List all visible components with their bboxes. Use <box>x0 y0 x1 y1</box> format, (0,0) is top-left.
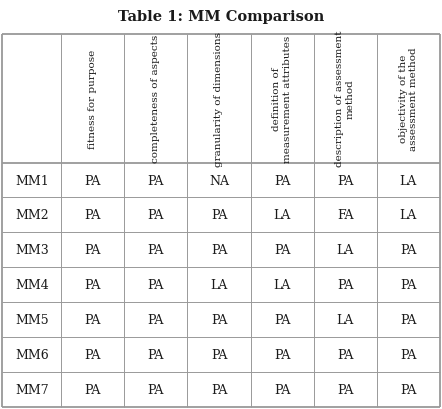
Text: PA: PA <box>211 244 227 257</box>
Text: PA: PA <box>84 279 101 292</box>
Text: LA: LA <box>400 209 417 222</box>
Text: PA: PA <box>84 209 101 222</box>
Text: MM3: MM3 <box>15 244 49 257</box>
Text: Table 1: MM Comparison: Table 1: MM Comparison <box>118 10 324 24</box>
Text: PA: PA <box>84 348 101 361</box>
Text: fitness for purpose: fitness for purpose <box>88 49 97 148</box>
Text: PA: PA <box>148 313 164 326</box>
Text: PA: PA <box>84 174 101 187</box>
Text: PA: PA <box>337 174 353 187</box>
Text: FA: FA <box>337 209 354 222</box>
Text: MM7: MM7 <box>15 383 49 396</box>
Text: granularity of dimensions: granularity of dimensions <box>214 31 224 166</box>
Text: PA: PA <box>400 244 416 257</box>
Text: PA: PA <box>400 313 416 326</box>
Text: MM5: MM5 <box>15 313 49 326</box>
Text: PA: PA <box>148 174 164 187</box>
Text: MM4: MM4 <box>15 279 49 292</box>
Text: MM2: MM2 <box>15 209 49 222</box>
Text: LA: LA <box>336 313 354 326</box>
Text: LA: LA <box>210 279 228 292</box>
Text: PA: PA <box>148 209 164 222</box>
Text: objectivity of the
assessment method: objectivity of the assessment method <box>399 47 418 151</box>
Text: completeness of aspects: completeness of aspects <box>152 35 160 163</box>
Text: LA: LA <box>274 209 291 222</box>
Text: PA: PA <box>400 279 416 292</box>
Text: PA: PA <box>148 244 164 257</box>
Text: PA: PA <box>148 279 164 292</box>
Text: PA: PA <box>400 348 416 361</box>
Text: PA: PA <box>84 244 101 257</box>
Text: MM1: MM1 <box>15 174 49 187</box>
Text: PA: PA <box>274 383 290 396</box>
Text: MM6: MM6 <box>15 348 49 361</box>
Text: LA: LA <box>274 279 291 292</box>
Text: PA: PA <box>211 348 227 361</box>
Text: PA: PA <box>400 383 416 396</box>
Text: PA: PA <box>337 279 353 292</box>
Text: PA: PA <box>211 209 227 222</box>
Text: definition of
measurement attributes: definition of measurement attributes <box>272 36 292 162</box>
Text: PA: PA <box>211 313 227 326</box>
Text: description of assessment
method: description of assessment method <box>335 31 355 167</box>
Text: PA: PA <box>337 348 353 361</box>
Text: PA: PA <box>211 383 227 396</box>
Text: PA: PA <box>274 348 290 361</box>
Text: PA: PA <box>84 383 101 396</box>
Text: PA: PA <box>148 383 164 396</box>
Text: PA: PA <box>274 174 290 187</box>
Text: PA: PA <box>148 348 164 361</box>
Text: PA: PA <box>274 244 290 257</box>
Text: NA: NA <box>209 174 229 187</box>
Text: PA: PA <box>337 383 353 396</box>
Text: PA: PA <box>84 313 101 326</box>
Text: PA: PA <box>274 313 290 326</box>
Text: LA: LA <box>400 174 417 187</box>
Text: LA: LA <box>336 244 354 257</box>
